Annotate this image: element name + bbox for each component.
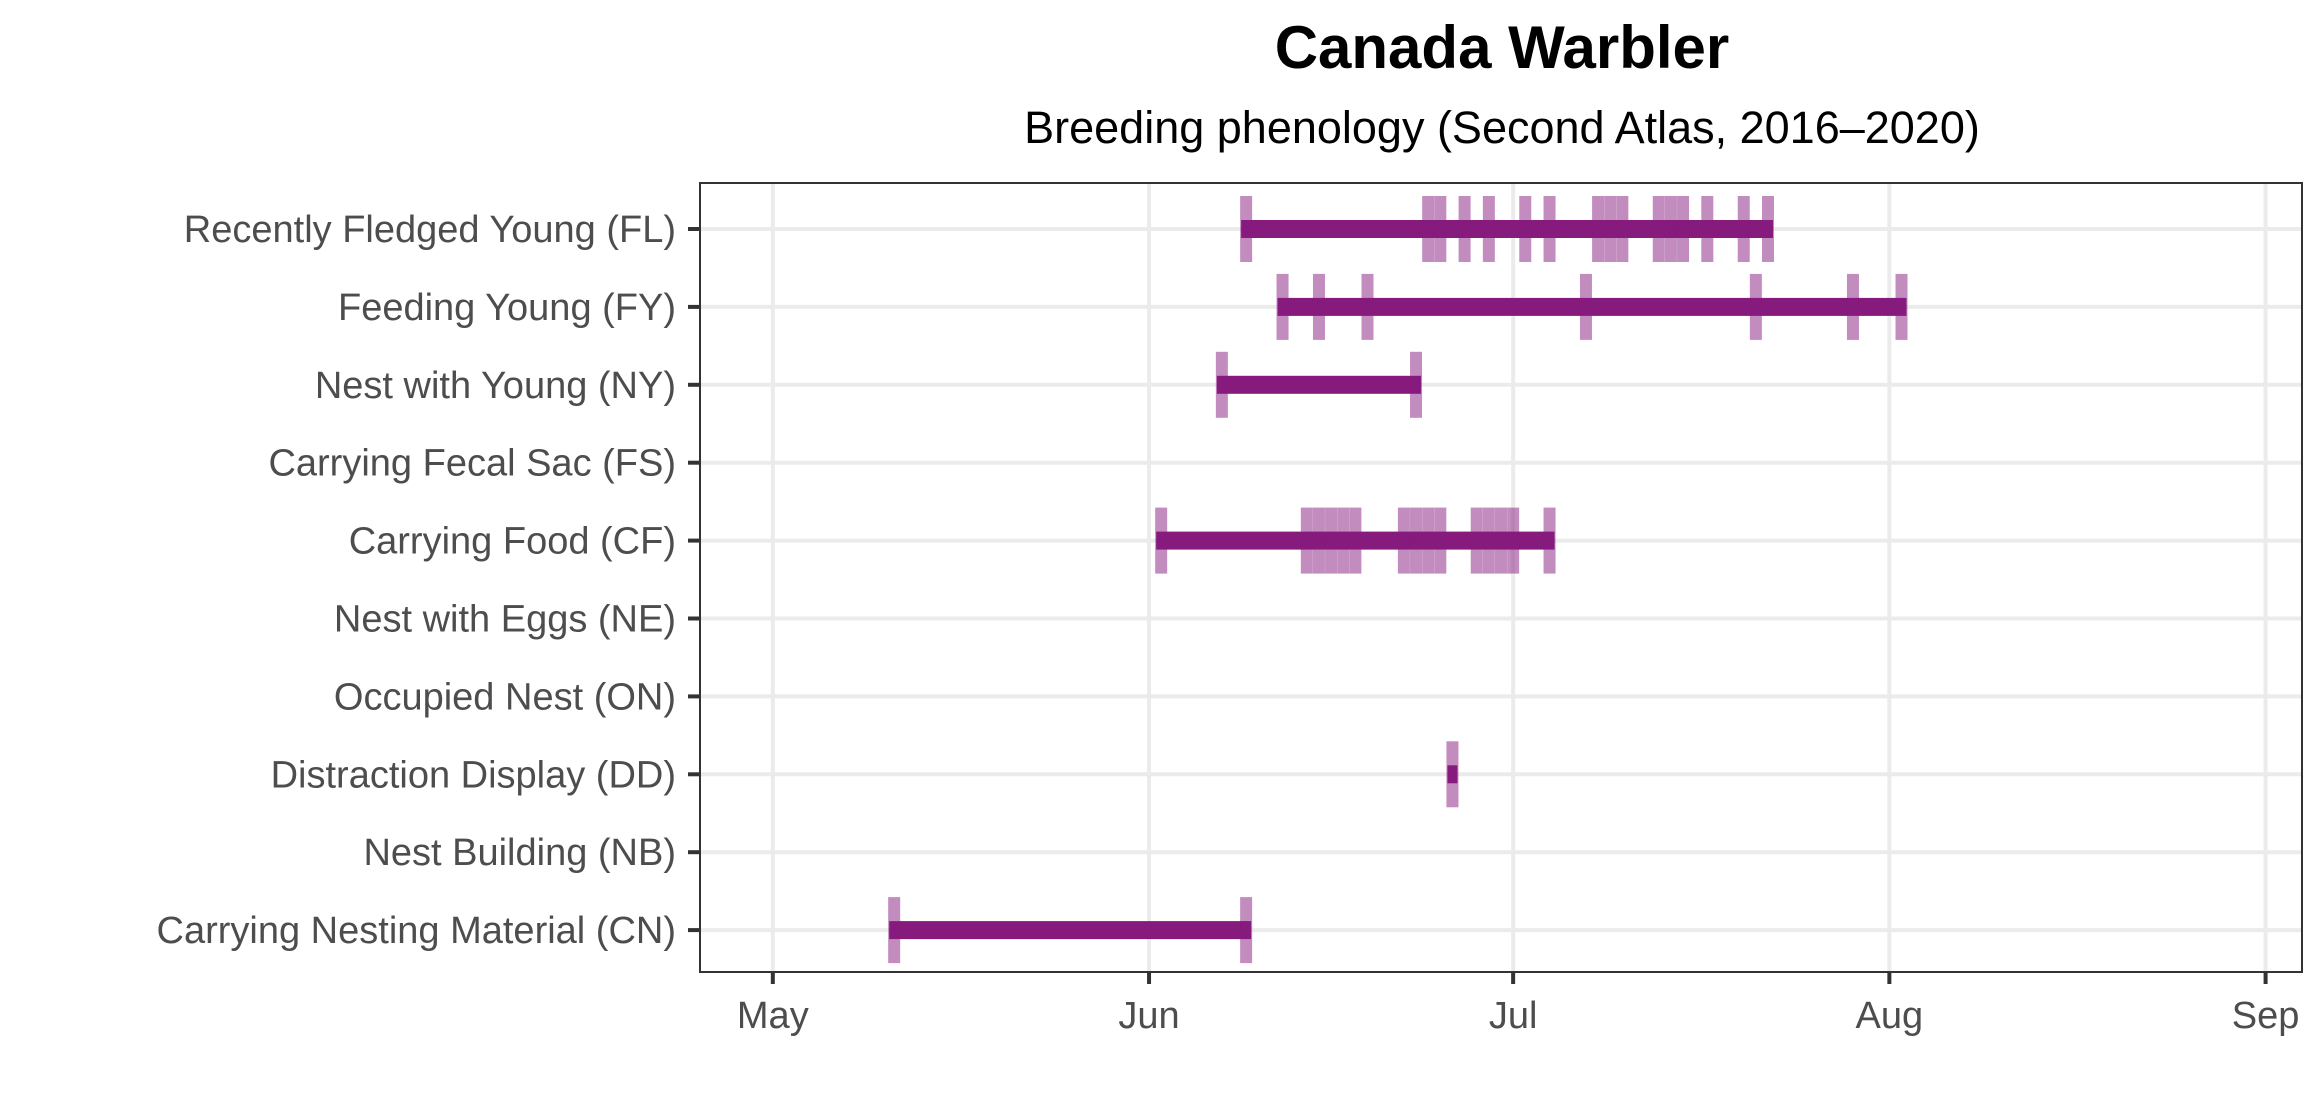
- observation-tick: [1482, 196, 1495, 262]
- observation-tick: [1543, 507, 1556, 574]
- observation-tick: [1579, 273, 1592, 340]
- observation-tick: [1240, 897, 1253, 964]
- observation-tick: [1749, 273, 1762, 340]
- chart-title: Canada Warbler: [1275, 14, 1730, 81]
- observation-tick: [1312, 273, 1325, 340]
- x-tick-label: Sep: [2232, 995, 2300, 1037]
- y-tick-label: Carrying Fecal Sac (FS): [268, 443, 676, 485]
- observation-tick: [1737, 196, 1750, 262]
- observation-tick: [1470, 507, 1483, 574]
- observation-tick: [1446, 741, 1459, 808]
- observation-tick: [1325, 507, 1338, 574]
- observation-tick: [1434, 507, 1447, 574]
- observation-tick: [1458, 196, 1471, 262]
- y-tick-label: Carrying Nesting Material (CN): [157, 910, 676, 952]
- observation-tick: [1519, 196, 1532, 262]
- x-tick-label: Aug: [1856, 995, 1924, 1037]
- axis-layer: Recently Fledged Young (FL) Feeding Young…: [157, 209, 2300, 1037]
- observation-tick: [1312, 507, 1325, 574]
- y-tick-label: Feeding Young (FY): [338, 287, 676, 329]
- y-tick-label: Carrying Food (CF): [349, 521, 676, 563]
- chart-subtitle: Breeding phenology (Second Atlas, 2016–2…: [1024, 102, 1980, 153]
- observation-tick: [1434, 196, 1447, 262]
- observation-tick: [1701, 196, 1714, 262]
- observation-tick: [888, 897, 901, 964]
- x-tick-label: Jul: [1489, 995, 1538, 1037]
- y-tick-label: Occupied Nest (ON): [334, 676, 676, 718]
- range-bar: [1216, 375, 1422, 394]
- observation-tick: [1361, 273, 1374, 340]
- observation-tick: [1895, 273, 1908, 340]
- observation-tick: [1846, 273, 1859, 340]
- y-tick-label: Nest Building (NB): [363, 832, 676, 874]
- observation-tick: [1652, 196, 1665, 262]
- x-tick-label: Jun: [1118, 995, 1179, 1037]
- y-tick-label: Nest with Eggs (NE): [334, 599, 676, 641]
- plot-border: [699, 182, 2303, 973]
- observation-tick: [1349, 507, 1362, 574]
- observation-tick: [1422, 196, 1435, 262]
- range-bar: [889, 921, 1252, 940]
- range-bar: [1241, 220, 1773, 238]
- observation-tick: [1495, 507, 1507, 574]
- observation-tick: [1507, 507, 1520, 574]
- y-tick-label: Distraction Display (DD): [271, 754, 676, 796]
- observation-tick: [1300, 507, 1313, 574]
- observation-tick: [1677, 196, 1690, 262]
- observation-tick: [1604, 196, 1617, 262]
- data-layer: [888, 196, 1908, 964]
- observation-tick: [1592, 196, 1605, 262]
- observation-tick: [1422, 507, 1435, 574]
- y-tick-label: Nest with Young (NY): [315, 365, 676, 407]
- observation-tick: [1664, 196, 1677, 262]
- observation-tick: [1240, 196, 1253, 262]
- observation-tick: [1482, 507, 1495, 574]
- observation-tick: [1616, 196, 1629, 262]
- observation-tick: [1215, 351, 1228, 418]
- observation-tick: [1397, 507, 1410, 574]
- range-bar: [1277, 297, 1907, 316]
- observation-tick: [1410, 507, 1423, 574]
- observation-tick: [1410, 351, 1423, 418]
- observation-tick: [1762, 196, 1774, 262]
- y-tick-label: Recently Fledged Young (FL): [184, 209, 676, 251]
- observation-tick: [1155, 507, 1168, 574]
- observation-tick: [1543, 196, 1556, 262]
- x-tick-label: May: [737, 995, 809, 1037]
- observation-tick: [1337, 507, 1350, 574]
- observation-tick: [1276, 273, 1289, 340]
